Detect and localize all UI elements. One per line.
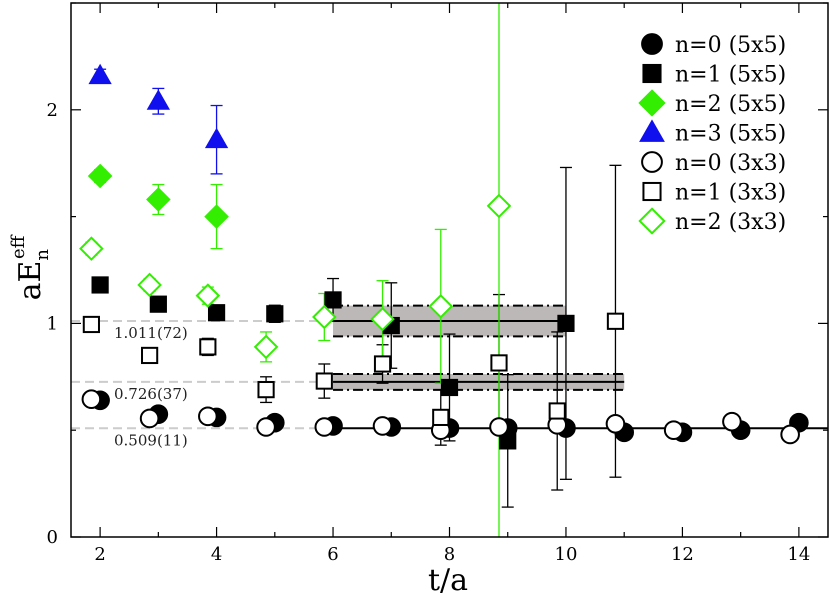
data-point-4-11 (722, 411, 742, 432)
x-axis-label: t/a (428, 563, 468, 597)
legend-marker-6 (638, 207, 666, 235)
markers (79, 33, 809, 450)
data-point-6-7 (486, 193, 512, 219)
data-point-1-0 (91, 276, 109, 294)
y-axis-label-sub: n (32, 249, 53, 261)
data-point-5-0 (82, 315, 100, 334)
data-point-4-10 (663, 420, 684, 441)
legend-label-1: n=1 (5x5) (675, 63, 786, 88)
data-point-5-3 (257, 381, 275, 399)
x-tick-label: 4 (211, 544, 222, 565)
legend: n=0 (5x5) n=1 (5x5) n=2 (5x5) n=3 (5x5) n=0 … (675, 33, 786, 235)
data-point-6-2 (195, 283, 221, 308)
data-point-4-4 (314, 417, 335, 437)
data-point-4-3 (256, 417, 276, 437)
data-point-6-1 (137, 272, 162, 298)
y-axis-label-sup: eff (8, 234, 29, 259)
legend-label-4: n=0 (3x3) (675, 151, 786, 176)
y-tick-label: 0 (47, 527, 58, 548)
fit-labels: 1.011(72) 0.726(37) 0.509(11) (114, 324, 188, 449)
y-tick-label: 2 (47, 100, 58, 121)
data-point-6-3 (253, 334, 279, 360)
x-tick-label: 2 (94, 544, 105, 565)
data-point-3-1 (146, 89, 170, 110)
legend-marker-3 (639, 119, 665, 142)
data-point-6-0 (79, 236, 104, 261)
data-point-3-0 (88, 63, 112, 85)
data-point-1-6 (440, 378, 459, 397)
fit-label-0: 1.011(72) (114, 324, 188, 342)
data-point-4-12 (780, 424, 800, 445)
data-point-1-8 (557, 314, 575, 332)
legend-marker-5 (642, 181, 662, 202)
data-point-5-1 (141, 346, 159, 365)
data-point-3-2 (204, 127, 229, 149)
data-point-4-9 (605, 413, 626, 434)
legend-marker-2 (638, 89, 666, 117)
data-point-1-7 (499, 432, 517, 450)
data-point-4-7 (489, 417, 509, 437)
data-point-4-2 (198, 406, 218, 427)
x-tick-label: 10 (555, 544, 578, 565)
data-point-4-0 (81, 389, 102, 410)
x-tick-label: 12 (671, 544, 694, 565)
data-point-5-2 (199, 338, 217, 356)
data-point-6-6 (428, 294, 454, 319)
legend-marker-0 (641, 33, 663, 55)
legend-label-2: n=2 (5x5) (675, 92, 786, 117)
data-point-6-5 (370, 306, 395, 332)
legend-label-3: n=3 (5x5) (675, 122, 786, 147)
data-point-1-2 (207, 304, 226, 322)
data-point-1-4 (324, 291, 342, 309)
dashed-guides (71, 320, 334, 430)
data-point-1-3 (266, 305, 284, 323)
data-point-5-4 (315, 372, 333, 390)
data-point-2-0 (87, 163, 113, 189)
y-tick-label: 1 (47, 313, 58, 334)
data-point-6-4 (312, 304, 337, 330)
y-axis-label: aEneff (8, 234, 53, 300)
data-point-4-1 (139, 408, 160, 429)
data-point-1-1 (149, 295, 167, 313)
x-tick-label: 14 (787, 544, 810, 565)
legend-marker-1 (642, 63, 662, 84)
legend-marker-4 (641, 151, 663, 173)
legend-label-6: n=2 (3x3) (675, 210, 786, 235)
fit-label-2: 0.509(11) (114, 431, 188, 449)
fit-label-1: 0.726(37) (114, 385, 188, 403)
data-point-5-6 (432, 408, 450, 426)
data-point-2-2 (204, 204, 229, 229)
x-tick-label: 8 (444, 544, 455, 565)
data-point-5-5 (373, 355, 392, 373)
y-axis-label-base: aE (13, 261, 48, 301)
legend-label-5: n=1 (3x3) (675, 181, 786, 206)
data-point-5-7 (490, 354, 508, 372)
data-point-5-8 (548, 402, 566, 420)
legend-label-0: n=0 (5x5) (675, 33, 786, 58)
x-tick-label: 6 (327, 544, 338, 565)
data-point-5-9 (606, 312, 625, 330)
data-point-4-5 (372, 416, 393, 436)
data-point-2-1 (146, 187, 171, 212)
